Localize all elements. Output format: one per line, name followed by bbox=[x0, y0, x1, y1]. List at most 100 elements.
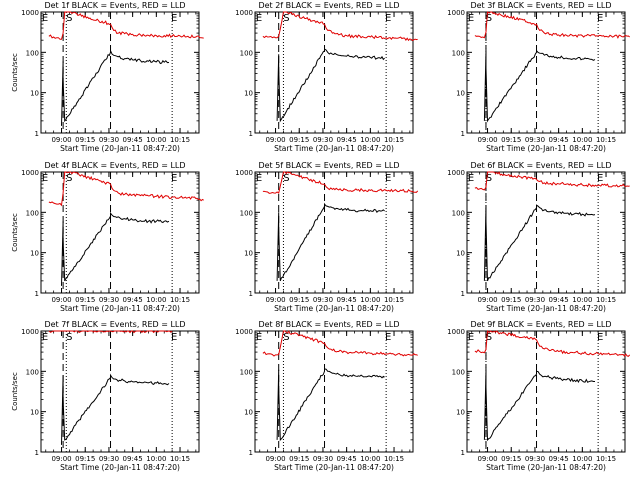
plot-frame bbox=[40, 171, 200, 294]
panel-title: Det 6f BLACK = Events, RED = LLD bbox=[470, 161, 611, 170]
event-marker-label: E bbox=[385, 13, 391, 24]
panel-det-4: Det 4f BLACK = Events, RED = LLD 1 10 100 10… bbox=[11, 161, 204, 313]
x-tick-label: 10:00 bbox=[146, 455, 166, 463]
x-axis-label: Start Time (20-Jan-11 08:47:20) bbox=[486, 463, 606, 472]
y-tick-label: 100 bbox=[452, 368, 465, 376]
y-tick-label: 10 bbox=[244, 250, 253, 258]
x-tick-label: 09:15 bbox=[289, 136, 309, 144]
panel-title: Det 8f BLACK = Events, RED = LLD bbox=[258, 320, 399, 329]
event-marker-label: E bbox=[42, 173, 48, 184]
x-axis-label: Start Time (20-Jan-11 08:47:20) bbox=[60, 304, 180, 313]
event-marker-label: E bbox=[256, 13, 262, 24]
x-tick-label: 10:15 bbox=[384, 455, 404, 463]
series-line bbox=[483, 204, 596, 282]
series-line bbox=[483, 369, 595, 442]
series-line bbox=[474, 171, 630, 191]
series-line bbox=[61, 50, 170, 126]
event-marker-label: E bbox=[171, 13, 177, 24]
plot-frame bbox=[254, 330, 414, 453]
panel-title: Det 5f BLACK = Events, RED = LLD bbox=[258, 161, 399, 170]
y-tick-label: 1 bbox=[461, 449, 465, 457]
y-tick-label: 1000 bbox=[21, 328, 39, 336]
panel-det-1: Det 1f BLACK = Events, RED = LLD 1 10 100 10… bbox=[11, 1, 204, 153]
series-line bbox=[262, 171, 419, 194]
event-marker-label: E bbox=[597, 332, 603, 343]
x-tick-label: 09:30 bbox=[525, 136, 545, 144]
y-tick-label: 1 bbox=[35, 130, 39, 138]
x-tick-label: 10:00 bbox=[146, 136, 166, 144]
x-tick-label: 09:15 bbox=[289, 296, 309, 304]
series-line bbox=[276, 48, 385, 123]
event-marker-label: S bbox=[66, 13, 72, 24]
panel-title: Det 9f BLACK = Events, RED = LLD bbox=[470, 320, 611, 329]
y-tick-label: 10 bbox=[456, 409, 465, 417]
x-axis-label: Start Time (20-Jan-11 08:47:20) bbox=[486, 304, 606, 313]
x-tick-label: 10:15 bbox=[170, 296, 190, 304]
event-marker-label: E bbox=[256, 332, 262, 343]
x-tick-label: 09:15 bbox=[501, 455, 521, 463]
x-tick-label: 09:15 bbox=[75, 136, 95, 144]
y-tick-label: 10 bbox=[456, 90, 465, 98]
y-axis-label: Counts/sec bbox=[11, 213, 19, 252]
y-tick-label: 100 bbox=[240, 209, 253, 217]
x-tick-label: 10:00 bbox=[360, 296, 380, 304]
y-tick-label: 10 bbox=[244, 90, 253, 98]
x-tick-label: 09:45 bbox=[549, 455, 569, 463]
y-tick-label: 1000 bbox=[235, 169, 253, 177]
x-tick-label: 09:30 bbox=[99, 296, 119, 304]
x-tick-label: 10:00 bbox=[572, 136, 592, 144]
y-tick-label: 1000 bbox=[447, 328, 465, 336]
x-tick-label: 09:15 bbox=[75, 455, 95, 463]
x-tick-label: 09:00 bbox=[265, 296, 285, 304]
y-tick-label: 100 bbox=[26, 209, 39, 217]
event-marker-label: S bbox=[66, 332, 72, 343]
x-tick-label: 10:15 bbox=[170, 455, 190, 463]
x-tick-label: 09:30 bbox=[313, 136, 333, 144]
x-tick-label: 09:30 bbox=[99, 136, 119, 144]
x-tick-label: 10:15 bbox=[384, 136, 404, 144]
event-marker-label: S bbox=[486, 332, 492, 343]
x-tick-label: 10:00 bbox=[360, 455, 380, 463]
event-marker-label: E bbox=[256, 173, 262, 184]
panel-det-8: Det 8f BLACK = Events, RED = LLD 1 10 100 10… bbox=[235, 320, 418, 472]
plot-frame bbox=[40, 11, 200, 134]
y-tick-label: 1 bbox=[461, 130, 465, 138]
y-tick-label: 100 bbox=[26, 49, 39, 57]
event-marker-label: S bbox=[283, 332, 289, 343]
y-tick-label: 10 bbox=[456, 250, 465, 258]
panel-det-7: Det 7f BLACK = Events, RED = LLD 1 10 100 10… bbox=[11, 320, 200, 472]
plot-frame bbox=[466, 330, 626, 453]
y-tick-label: 1 bbox=[249, 290, 253, 298]
y-tick-label: 1 bbox=[35, 290, 39, 298]
event-marker-label: E bbox=[468, 173, 474, 184]
x-axis-label: Start Time (20-Jan-11 08:47:20) bbox=[274, 304, 394, 313]
y-tick-label: 100 bbox=[240, 49, 253, 57]
x-tick-label: 10:15 bbox=[170, 136, 190, 144]
x-tick-label: 10:00 bbox=[572, 296, 592, 304]
y-tick-label: 1000 bbox=[447, 9, 465, 17]
x-tick-label: 10:15 bbox=[596, 455, 616, 463]
y-tick-label: 10 bbox=[30, 409, 39, 417]
plot-frame bbox=[254, 11, 414, 134]
x-tick-label: 09:45 bbox=[549, 296, 569, 304]
event-marker-label: E bbox=[171, 332, 177, 343]
x-tick-label: 09:30 bbox=[313, 296, 333, 304]
series-line bbox=[262, 11, 418, 42]
x-tick-label: 09:15 bbox=[501, 136, 521, 144]
event-marker-label: E bbox=[385, 332, 391, 343]
y-tick-label: 100 bbox=[26, 368, 39, 376]
panel-title: Det 7f BLACK = Events, RED = LLD bbox=[44, 320, 185, 329]
x-tick-label: 09:00 bbox=[265, 455, 285, 463]
x-tick-label: 09:15 bbox=[501, 296, 521, 304]
y-tick-label: 100 bbox=[452, 209, 465, 217]
x-tick-label: 09:30 bbox=[525, 296, 545, 304]
y-axis-label: Counts/sec bbox=[11, 372, 19, 411]
y-tick-label: 1000 bbox=[21, 169, 39, 177]
x-axis-label: Start Time (20-Jan-11 08:47:20) bbox=[60, 463, 180, 472]
x-tick-label: 09:45 bbox=[123, 136, 143, 144]
x-tick-label: 10:00 bbox=[572, 455, 592, 463]
panel-det-6: Det 6f BLACK = Events, RED = LLD 1 10 100 10… bbox=[447, 161, 630, 313]
plot-frame bbox=[254, 171, 414, 294]
series-line bbox=[48, 330, 173, 334]
panel-title: Det 3f BLACK = Events, RED = LLD bbox=[470, 1, 611, 10]
